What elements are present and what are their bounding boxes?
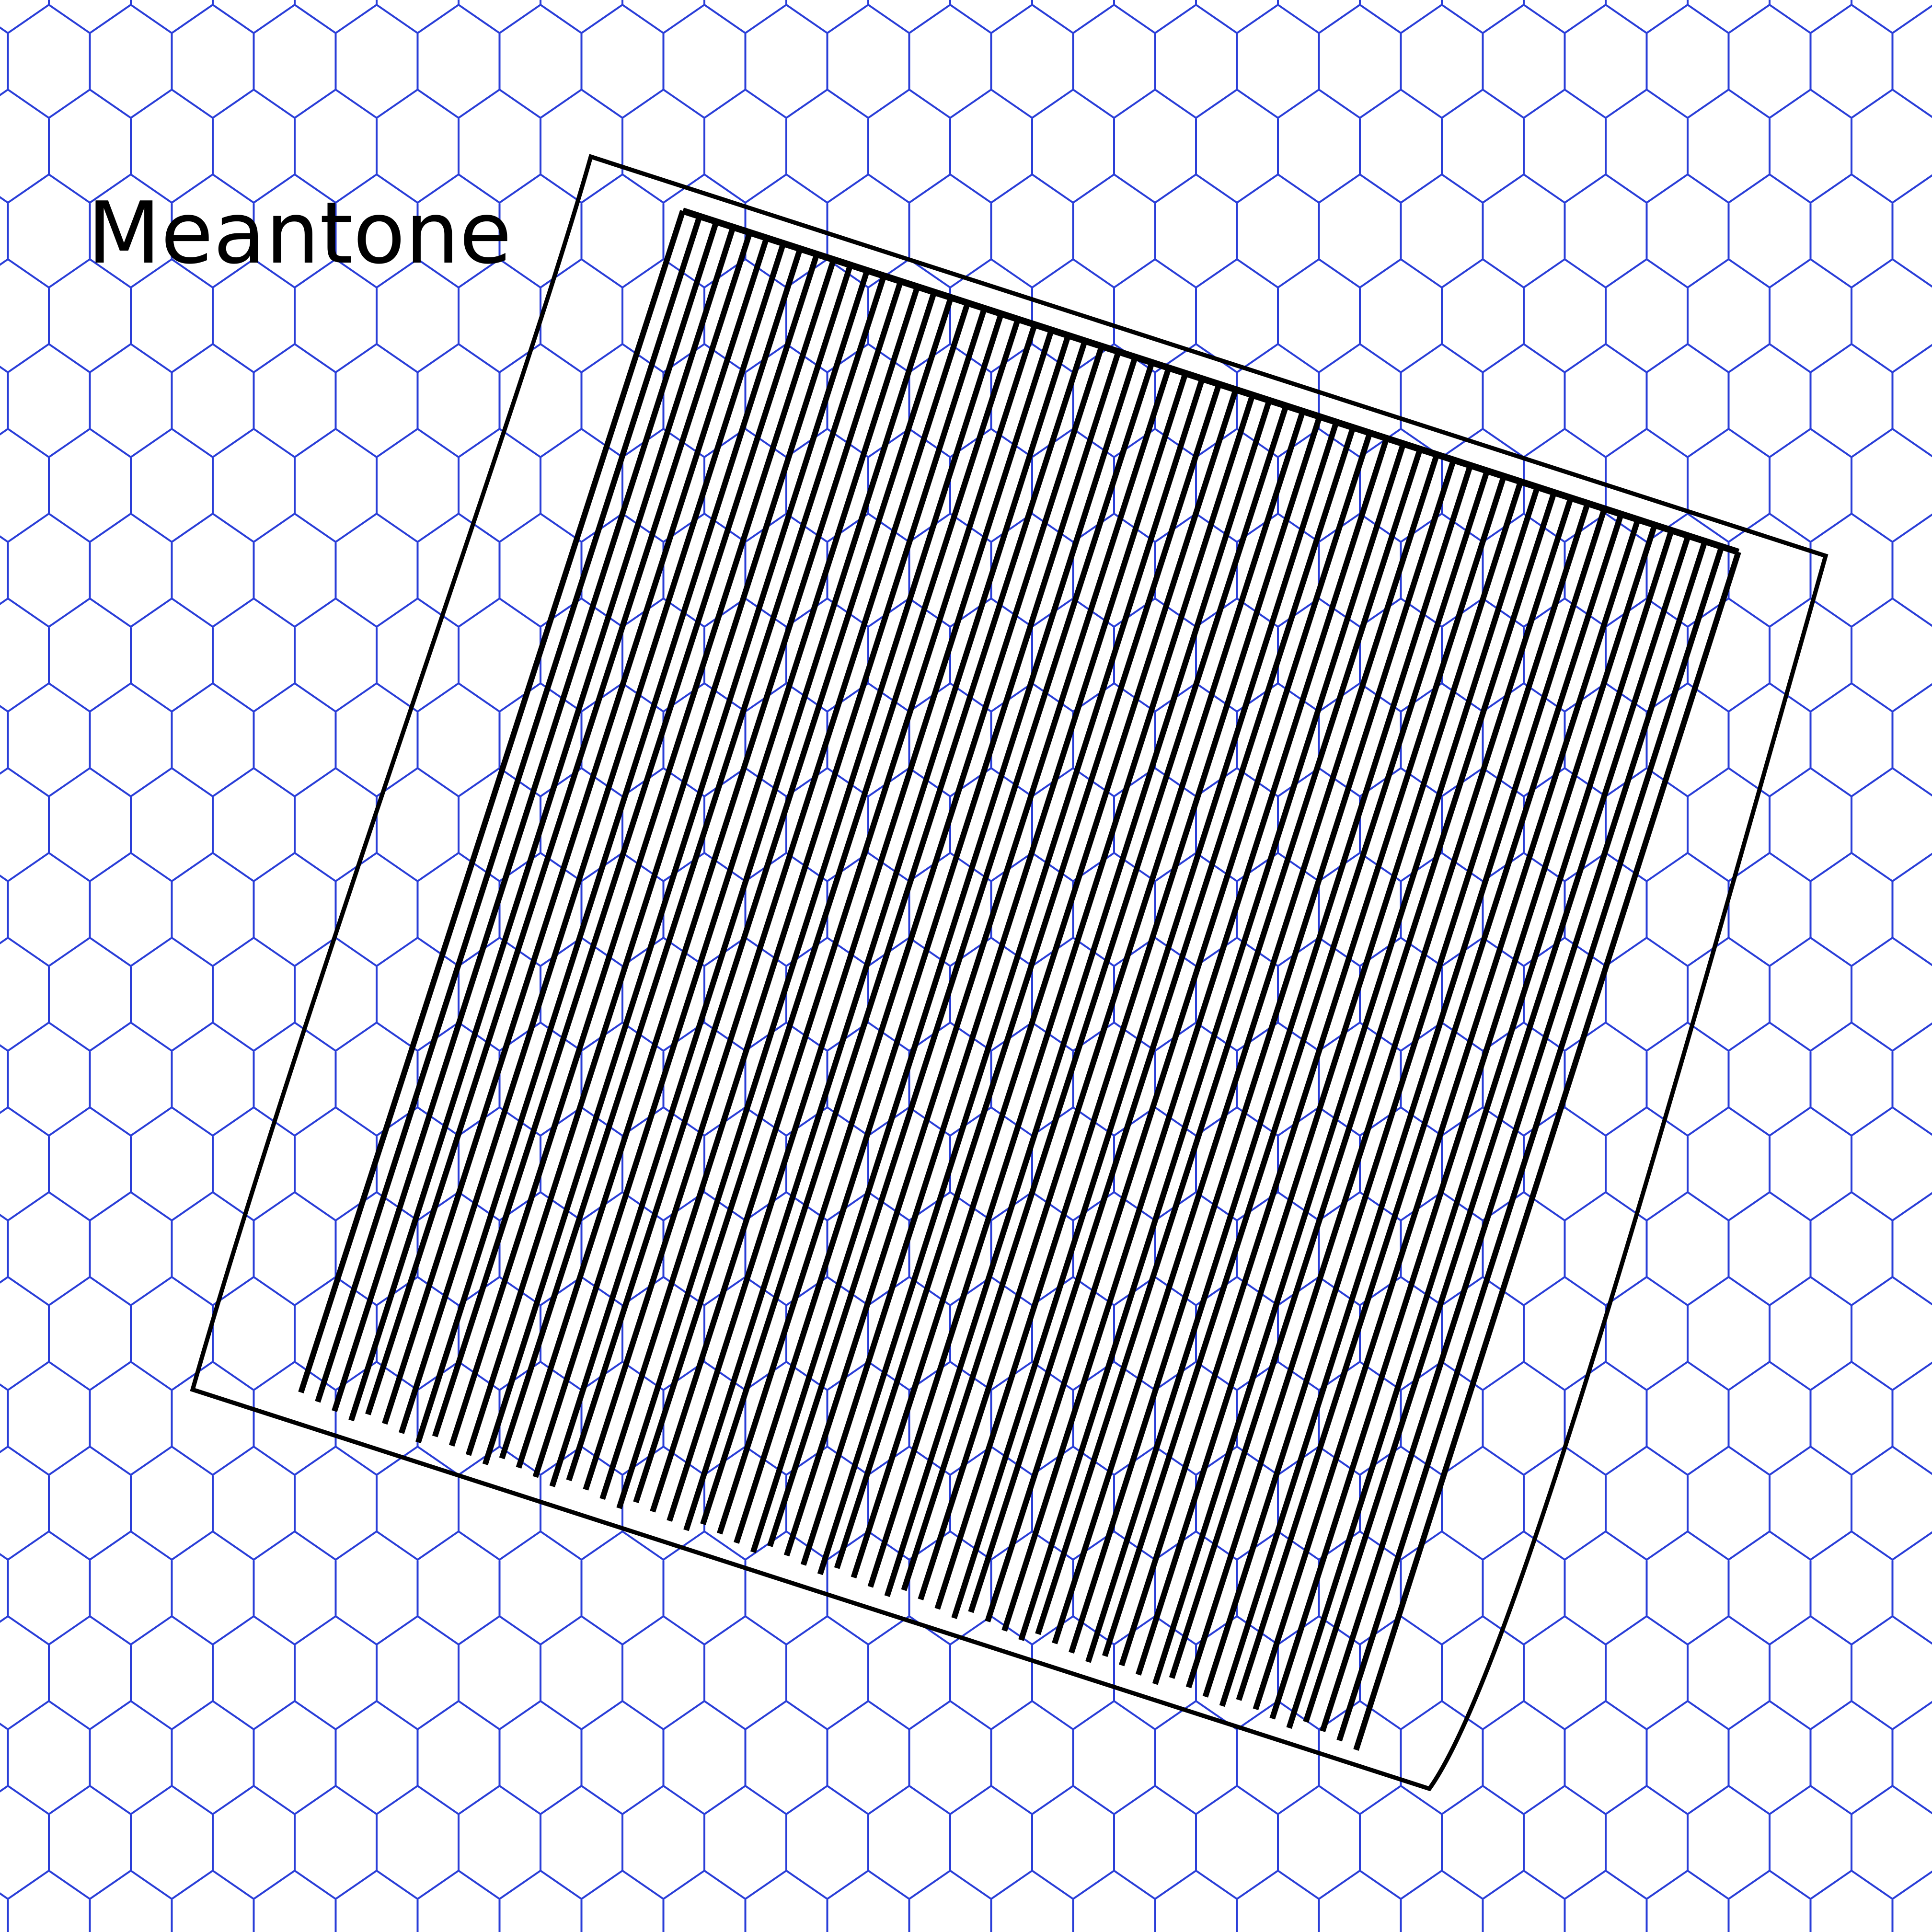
string-line [750, 356, 1138, 1553]
string-line [566, 296, 954, 1482]
string-line [1118, 475, 1507, 1667]
string-line [348, 226, 736, 1422]
string-line [382, 237, 770, 1425]
string-line [1286, 529, 1674, 1729]
string-line [1035, 448, 1423, 1635]
string-line [717, 345, 1104, 1535]
string-line [1185, 497, 1574, 1689]
string-line [1069, 459, 1457, 1654]
string-line [817, 378, 1205, 1576]
string-line [332, 220, 719, 1412]
string-line [1320, 540, 1708, 1732]
string-line [583, 302, 971, 1491]
string-line [482, 269, 870, 1465]
string-line [800, 372, 1188, 1566]
string-line [549, 291, 937, 1487]
string-line [1336, 545, 1725, 1742]
string-line [1353, 551, 1741, 1751]
string-line [834, 383, 1222, 1569]
string-line [734, 350, 1121, 1544]
string-line [1001, 437, 1390, 1632]
string-line [700, 340, 1088, 1525]
diagram-title: Meantone [87, 184, 512, 283]
string-line [1135, 481, 1524, 1676]
string-line [1169, 491, 1557, 1679]
string-line [616, 312, 1004, 1509]
string-line [448, 258, 837, 1447]
string-line [499, 275, 887, 1460]
string-line [1236, 513, 1624, 1701]
string-line [968, 426, 1356, 1613]
strings-top-bar [681, 207, 1740, 555]
string-line [767, 361, 1155, 1547]
string-line [918, 410, 1306, 1600]
string-line [599, 307, 988, 1500]
string-line [985, 432, 1373, 1622]
string-line [1202, 502, 1591, 1698]
string-line [851, 389, 1239, 1579]
string-line [532, 286, 920, 1478]
string-line [398, 242, 786, 1434]
frame-outline [190, 154, 1828, 1792]
string-line [1018, 443, 1406, 1641]
string-line [1269, 524, 1657, 1720]
string-line [315, 215, 702, 1403]
string-line [867, 394, 1255, 1588]
string-line [1102, 470, 1490, 1657]
string-line [1085, 464, 1473, 1663]
string-line [633, 318, 1021, 1504]
string-line [683, 334, 1071, 1531]
string-line [650, 323, 1038, 1513]
string-line [934, 415, 1322, 1610]
string-line [465, 264, 853, 1456]
string-line [1219, 507, 1608, 1707]
strings-group [298, 207, 1741, 1751]
string-line [432, 253, 820, 1438]
string-line [298, 210, 686, 1393]
string-line [951, 421, 1339, 1619]
string-line [1152, 486, 1541, 1685]
string-line [901, 405, 1289, 1591]
string-line [516, 280, 904, 1469]
string-line [1052, 453, 1440, 1644]
string-line [667, 329, 1055, 1522]
string-line [1253, 518, 1641, 1711]
string-line [365, 231, 753, 1415]
string-line [783, 367, 1172, 1557]
string-line [1303, 535, 1691, 1723]
string-line [415, 248, 803, 1444]
string-line [884, 399, 1272, 1597]
